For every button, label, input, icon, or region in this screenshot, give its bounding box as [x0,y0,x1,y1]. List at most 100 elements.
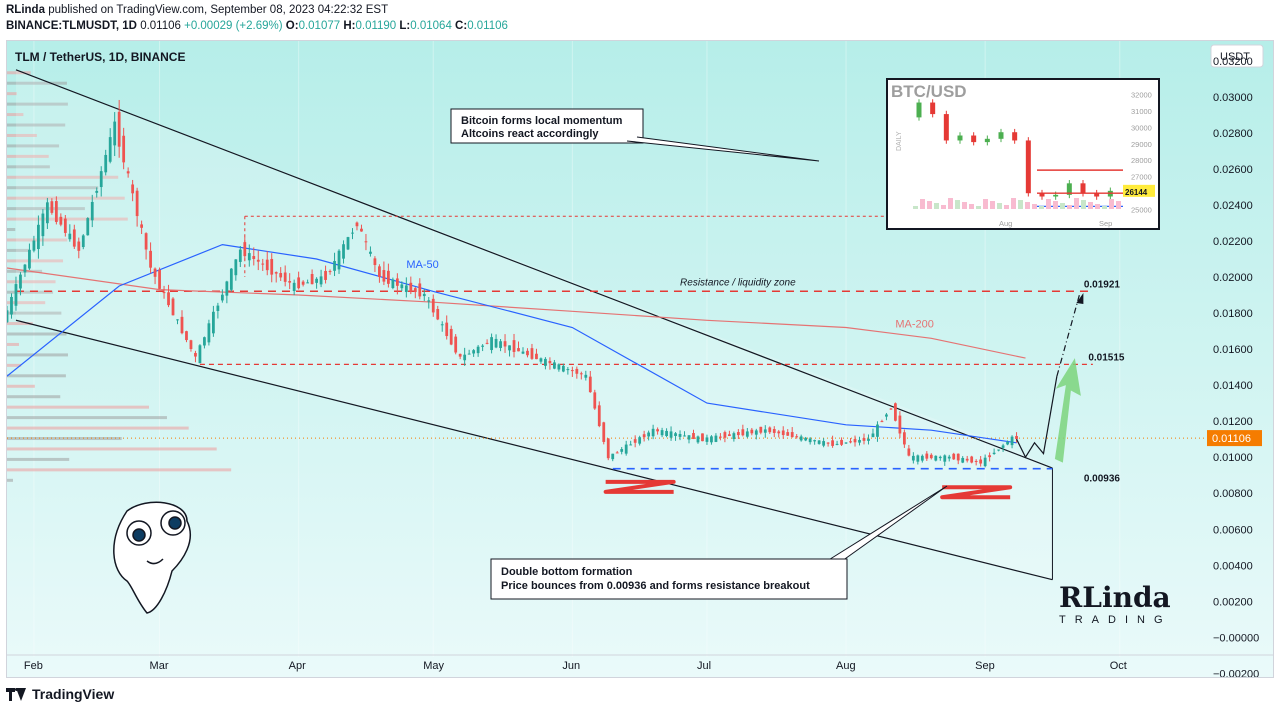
y-tick-label: 0.02600 [1213,164,1253,176]
candle-body [41,213,45,237]
candle-body [858,439,861,443]
candle-body [252,256,256,259]
level-label-01515: 0.01515 [1088,352,1125,363]
inset-y-tick: 32000 [1131,90,1152,99]
candle-body [499,341,502,348]
inset-volume-bar [941,205,946,209]
candle-body [772,429,776,433]
x-tick-label: Jun [562,660,580,672]
volume-profile-bar [7,123,66,127]
inset-candle-body [971,135,977,143]
candle-body [126,171,130,174]
candle-body [247,253,251,261]
candle-body [947,456,951,459]
y-tick-label: 0.00400 [1213,560,1253,572]
y-tick-label: 0.02800 [1213,128,1253,140]
inset-volume-bar [1060,203,1065,209]
candle-body [633,439,637,443]
close-value: 0.01106 [467,20,508,32]
candle-body [476,346,480,354]
inset-volume-bar [934,203,939,209]
volume-profile-bar [7,290,54,294]
candle-body [1006,441,1009,445]
candle-body [306,282,310,284]
inset-volume-bar [990,201,995,209]
candle-body [898,415,902,434]
resistance-caption: Resistance / liquidity zone [680,277,796,288]
candle-body [373,258,377,266]
inset-y-tick: 27000 [1131,173,1152,182]
candle-body [880,421,884,423]
candle-body [333,260,336,271]
candle-body [261,263,265,265]
chart-title: TLM / TetherUS, 1D, BINANCE [15,50,185,64]
inset-volume-bar [1025,202,1030,209]
candle-body [391,279,395,289]
price-change: +0.00029 (+2.69%) [184,20,283,32]
candle-body [638,437,642,444]
inset-volume-bar [927,201,932,209]
candle-body [140,224,143,228]
inset-volume-bar [1053,201,1058,209]
candle-body [732,433,736,440]
volume-profile-bar [7,259,64,263]
candle-body [297,277,301,289]
candle-body [929,454,933,459]
candle-body [472,350,476,354]
inset-volume-bar [1004,205,1009,209]
candle-body [840,439,843,445]
candle-body [32,240,36,251]
candle-body [265,259,269,271]
y-tick-label: 0.00600 [1213,524,1253,536]
inset-candle-body [984,138,990,143]
candle-body [548,360,552,364]
level-label-01921: 0.01921 [1084,279,1121,290]
inset-volume-bar [962,202,967,209]
candle-body [862,438,866,441]
candle-body [943,455,947,462]
inset-volume-bar [948,198,953,209]
candle-body [956,453,960,461]
green-breakout-arrow [1054,358,1081,463]
candle-body [63,218,67,233]
candle-body [315,278,318,283]
inset-candle-body [1066,183,1072,195]
candle-body [50,201,54,213]
tradingview-footer: TradingView [6,686,114,702]
inset-candle-body [943,114,949,141]
candle-body [674,433,677,437]
candle-body [378,266,381,277]
volume-profile-bar [7,322,33,326]
candle-body [10,296,13,315]
candle-body [867,438,870,441]
candle-body [611,453,615,460]
candle-body [404,285,408,293]
candle-body [400,284,404,289]
candle-body [669,431,673,438]
candle-body [270,258,274,275]
volume-profile-bar [7,447,217,451]
annotation-2-line-2: Price bounces from 0.00936 and forms res… [501,580,810,592]
x-tick-label: Oct [1110,660,1127,672]
inset-candle-body [1053,194,1059,197]
right-pupil [168,516,182,530]
candle-body [557,364,561,370]
y-tick-label: 0.01600 [1213,344,1253,356]
inset-candle-body [1094,193,1100,197]
inset-y-tick: 30000 [1131,123,1152,132]
candle-body [974,460,978,462]
volume-profile-bar [7,217,128,221]
annotation-1-line-2: Altcoins react accordingly [461,128,599,140]
x-tick-label: Feb [24,660,43,672]
candle-body [741,429,745,436]
candle-body [149,250,152,268]
inset-volume-bar [1102,206,1107,209]
candle-body [970,456,974,463]
inset-volume-bar [1067,205,1072,209]
candle-body [131,184,135,194]
candle-body [422,293,426,297]
candle-body [570,370,574,372]
inset-title: BTC/USD [891,82,967,101]
